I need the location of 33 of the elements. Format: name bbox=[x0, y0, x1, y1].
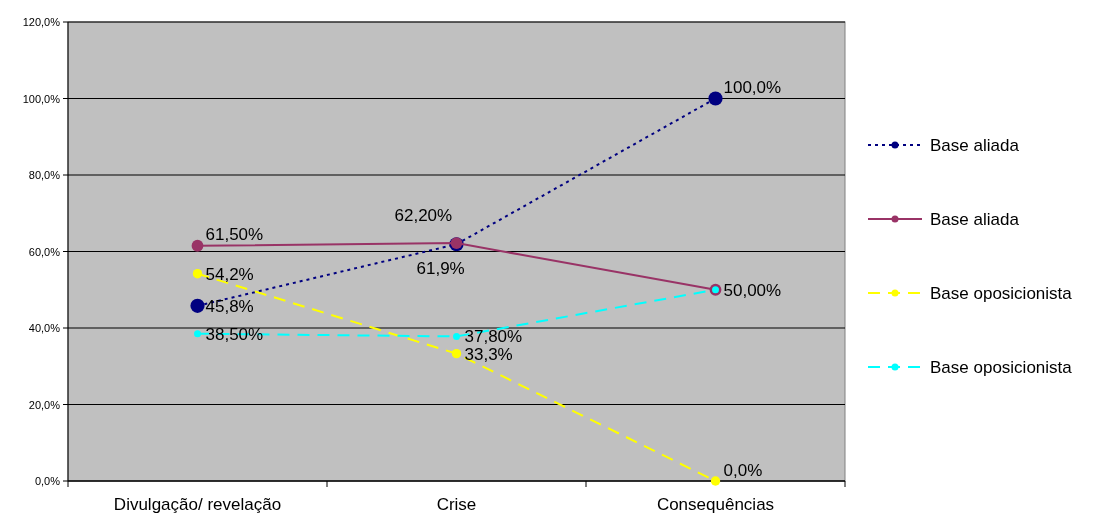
data-label: 61,9% bbox=[416, 259, 465, 279]
data-label: 54,2% bbox=[205, 264, 254, 284]
data-label: 33,3% bbox=[464, 344, 513, 364]
point bbox=[708, 91, 723, 106]
data-label: 38,50% bbox=[205, 324, 264, 344]
point bbox=[191, 239, 204, 252]
y-tick-label: 100,0% bbox=[22, 92, 61, 105]
data-label: 50,00% bbox=[723, 280, 782, 300]
data-label: 37,80% bbox=[464, 327, 523, 347]
point bbox=[451, 348, 462, 359]
point bbox=[194, 330, 201, 338]
legend-label: Base aliada bbox=[930, 136, 1020, 155]
x-tick-label: Consequências bbox=[656, 495, 775, 514]
y-tick-label: 60,0% bbox=[28, 245, 61, 258]
legend-label: Base oposicionista bbox=[930, 358, 1073, 377]
data-label: 100,0% bbox=[723, 77, 782, 97]
y-tick-label: 0,0% bbox=[34, 475, 61, 487]
data-label: 45,8% bbox=[205, 296, 254, 316]
y-tick-label: 20,0% bbox=[28, 398, 61, 411]
y-tick-label: 40,0% bbox=[28, 322, 61, 334]
data-label: 61,50% bbox=[205, 224, 264, 244]
data-label: 0,0% bbox=[723, 461, 763, 480]
y-tick-label: 80,0% bbox=[28, 169, 61, 181]
point bbox=[192, 268, 203, 279]
x-tick-label: Crise bbox=[436, 495, 477, 514]
point bbox=[710, 476, 721, 486]
legend-label: Base aliada bbox=[930, 210, 1020, 229]
legend-label: Base oposicionista bbox=[930, 284, 1073, 303]
y-tick-label: 120,0% bbox=[22, 16, 61, 28]
point bbox=[453, 332, 460, 340]
point bbox=[190, 298, 205, 313]
x-tick-label: Divulgação/ revelação bbox=[113, 495, 282, 514]
data-label: 62,20% bbox=[394, 206, 453, 226]
